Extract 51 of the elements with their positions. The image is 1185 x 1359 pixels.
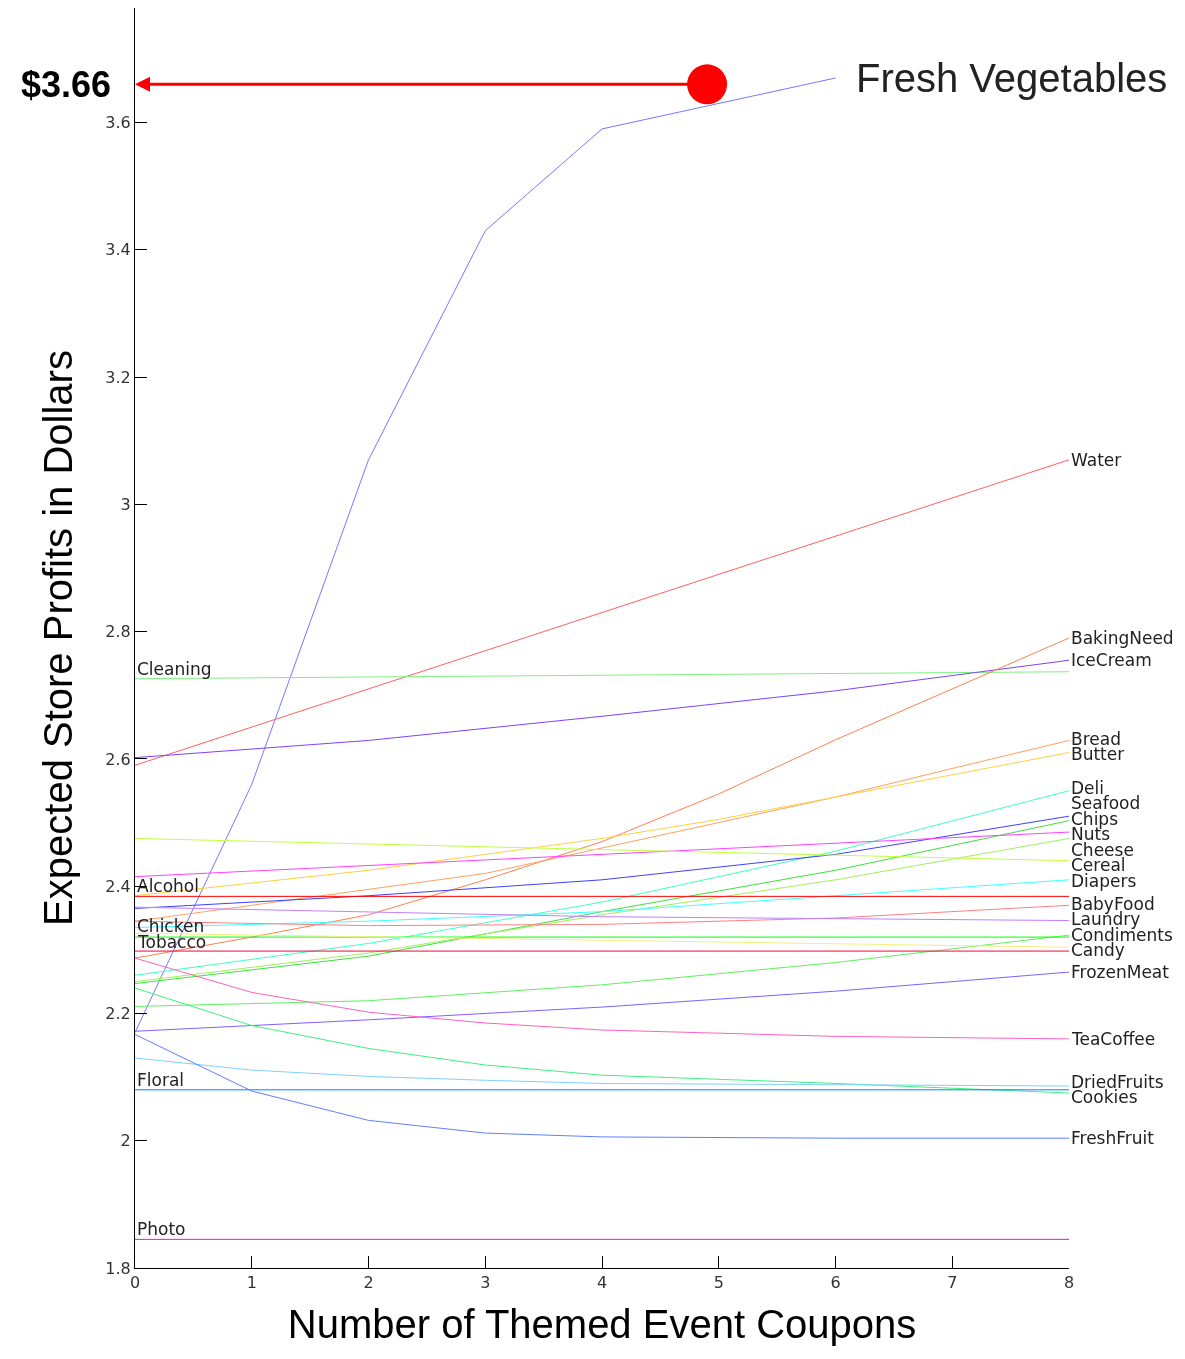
y-tick-label: 2.8 xyxy=(105,622,131,642)
x-tick-label: 4 xyxy=(596,1273,608,1293)
series-label: Cleaning xyxy=(137,659,212,679)
series-label: Water xyxy=(1071,450,1122,470)
series-label: Chips xyxy=(1071,809,1119,829)
series-label: BakingNeed xyxy=(1071,628,1174,648)
series-label: Butter xyxy=(1071,744,1125,764)
series-label: Floral xyxy=(137,1070,185,1090)
series-label: Cookies xyxy=(1071,1087,1138,1107)
series-label: IceCream xyxy=(1071,650,1152,670)
line-series xyxy=(135,1033,1069,1139)
y-tick-label: 2 xyxy=(120,1131,131,1151)
series-label: Fresh Vegetables xyxy=(856,56,1168,100)
line-series xyxy=(135,659,1069,759)
line-series xyxy=(135,987,1069,1094)
series-label: TeaCoffee xyxy=(1071,1029,1156,1049)
x-tick-label: 0 xyxy=(129,1273,141,1293)
y-tick-label: 2.4 xyxy=(105,876,131,896)
series-label: Photo xyxy=(137,1219,186,1239)
y-tick-label: 3.4 xyxy=(105,240,131,260)
line-series xyxy=(135,77,836,1034)
series-label: FrozenMeat xyxy=(1071,962,1170,982)
series-label: Diapers xyxy=(1071,871,1137,891)
y-tick-label: 3 xyxy=(120,494,131,514)
y-tick-label: 3.6 xyxy=(105,113,131,133)
x-tick-label: 2 xyxy=(363,1273,374,1293)
line-series xyxy=(135,790,1069,976)
line-series xyxy=(135,934,1069,1007)
annotation: $3.66 xyxy=(21,64,112,105)
series-label: Alcohol xyxy=(137,876,199,896)
y-tick-label: 1.8 xyxy=(105,1258,131,1278)
y-tick-label: 2.2 xyxy=(105,1004,131,1024)
y-axis-title: Expected Store Profits in Dollars xyxy=(35,350,80,926)
x-tick-label: 6 xyxy=(830,1273,841,1293)
x-tick-label: 3 xyxy=(480,1273,491,1293)
line-series xyxy=(135,971,1069,1032)
series-label: Tobacco xyxy=(137,932,207,952)
line-series xyxy=(135,1057,1069,1087)
line-series xyxy=(135,637,1069,959)
series-label: FreshFruit xyxy=(1071,1128,1155,1148)
line-series xyxy=(135,815,1069,909)
x-tick-label: 7 xyxy=(947,1273,958,1293)
line-series xyxy=(135,752,1069,897)
x-axis-title: Number of Themed Event Coupons xyxy=(287,1301,917,1346)
y-tick-label: 3.2 xyxy=(105,367,131,387)
line-series xyxy=(135,957,1069,1040)
x-tick-label: 5 xyxy=(713,1273,724,1293)
x-tick-label: 1 xyxy=(246,1273,257,1293)
series-label: Candy xyxy=(1071,940,1125,960)
x-tick-label: 8 xyxy=(1063,1273,1075,1293)
y-tick-label: 2.6 xyxy=(105,749,131,769)
